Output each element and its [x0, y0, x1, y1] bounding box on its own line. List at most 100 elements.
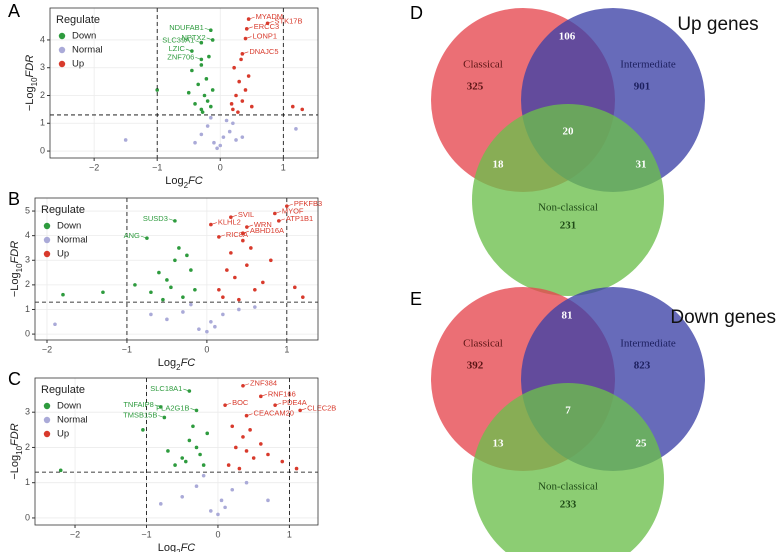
- point: [200, 110, 205, 114]
- label-leader: [242, 51, 249, 55]
- venn-count: 20: [563, 126, 575, 138]
- plot-border: [49, 7, 319, 159]
- venn-count: 392: [467, 360, 484, 372]
- legend-swatch: [58, 32, 66, 40]
- point: [301, 295, 305, 299]
- x-tick-label: −1: [141, 529, 151, 539]
- y-tick-label: 0: [40, 145, 45, 155]
- legend-swatch: [43, 250, 51, 258]
- point: [221, 295, 225, 299]
- point: [205, 124, 210, 128]
- gene-label: MYOF: [282, 206, 304, 215]
- gene-label: RIC8A: [226, 230, 248, 239]
- y-tick-label: 0: [25, 512, 30, 522]
- point: [218, 143, 223, 148]
- axis-label-italic: FDR: [9, 241, 21, 264]
- axis-label: −Log10FDR: [9, 241, 24, 297]
- point: [240, 135, 245, 139]
- label-leader: [210, 222, 217, 225]
- point: [231, 107, 235, 112]
- point: [226, 463, 231, 467]
- legend-label: Down: [57, 221, 81, 232]
- axis-label: Log2FC: [158, 357, 196, 372]
- venn-count: 31: [636, 159, 647, 171]
- point: [169, 285, 173, 290]
- label-leader: [286, 203, 293, 207]
- point: [215, 146, 219, 151]
- point: [165, 317, 169, 322]
- point: [223, 505, 227, 510]
- point: [213, 324, 217, 329]
- point: [237, 466, 242, 471]
- point: [231, 121, 235, 126]
- point: [177, 246, 181, 250]
- gene-label: SLC39A1: [162, 36, 194, 45]
- point: [237, 79, 241, 84]
- venn-set-label: Non-classical: [538, 481, 598, 493]
- point: [101, 290, 105, 295]
- y-tick-label: 2: [25, 279, 30, 289]
- gene-label: SVIL: [238, 210, 254, 219]
- x-tick-label: −2: [70, 529, 80, 539]
- point: [183, 459, 188, 464]
- legend-title: Regulate: [41, 204, 85, 216]
- point: [249, 104, 254, 109]
- venn-set-label: Classical: [463, 59, 503, 71]
- gene-label: BOC: [232, 398, 249, 407]
- gene-label: MYADM: [256, 12, 283, 21]
- label-leader: [267, 20, 274, 24]
- axis-label-sub: 10: [15, 263, 24, 272]
- panel-label: B: [8, 189, 20, 209]
- venn-count: 231: [560, 220, 577, 232]
- point: [280, 459, 285, 464]
- point: [241, 238, 245, 243]
- gene-label: RNF166: [268, 389, 296, 398]
- gene-label: TNFAIP8: [123, 400, 153, 409]
- point: [217, 287, 221, 292]
- point: [193, 140, 197, 145]
- venn-count: 106: [559, 31, 576, 43]
- point: [266, 498, 270, 503]
- point: [253, 305, 257, 309]
- legend-title: Regulate: [41, 384, 85, 396]
- panel-label: D: [410, 3, 423, 23]
- point: [234, 93, 238, 98]
- venn-set-label: Classical: [463, 338, 503, 350]
- point: [173, 463, 177, 467]
- venn-set: [472, 383, 664, 552]
- point: [191, 424, 195, 429]
- point: [216, 512, 220, 517]
- gene-label: PLA2G1B: [156, 403, 189, 412]
- point: [227, 129, 232, 134]
- point: [189, 268, 193, 272]
- gene-label: CEACAM20: [254, 409, 294, 418]
- gene-label: NDUFAB1: [169, 23, 204, 32]
- legend-swatch: [43, 430, 51, 438]
- point: [194, 484, 199, 489]
- axis-label: Log2FC: [165, 175, 203, 190]
- label-leader: [140, 235, 148, 239]
- point: [241, 435, 245, 439]
- y-tick-label: 1: [25, 304, 30, 314]
- point: [229, 251, 233, 255]
- venn-set: [472, 104, 664, 296]
- label-leader: [260, 394, 267, 397]
- y-tick-label: 5: [25, 205, 30, 215]
- label-leader: [225, 402, 232, 406]
- y-tick-label: 2: [40, 90, 45, 100]
- legend-label: Normal: [57, 235, 88, 246]
- y-tick-label: 4: [40, 34, 45, 44]
- y-tick-label: 3: [40, 62, 45, 72]
- point: [58, 468, 63, 473]
- label-leader: [274, 211, 281, 214]
- highlight-point: [223, 403, 227, 407]
- label-leader: [246, 413, 253, 417]
- venn-set-label: Intermediate: [620, 338, 676, 350]
- venn-title: Down genes: [670, 307, 776, 328]
- point: [204, 77, 209, 81]
- axis-label: Log2FC: [158, 542, 196, 552]
- point: [197, 327, 201, 331]
- point: [237, 297, 241, 302]
- x-tick-label: −1: [152, 162, 162, 172]
- axis-label-italic: FDR: [9, 423, 21, 446]
